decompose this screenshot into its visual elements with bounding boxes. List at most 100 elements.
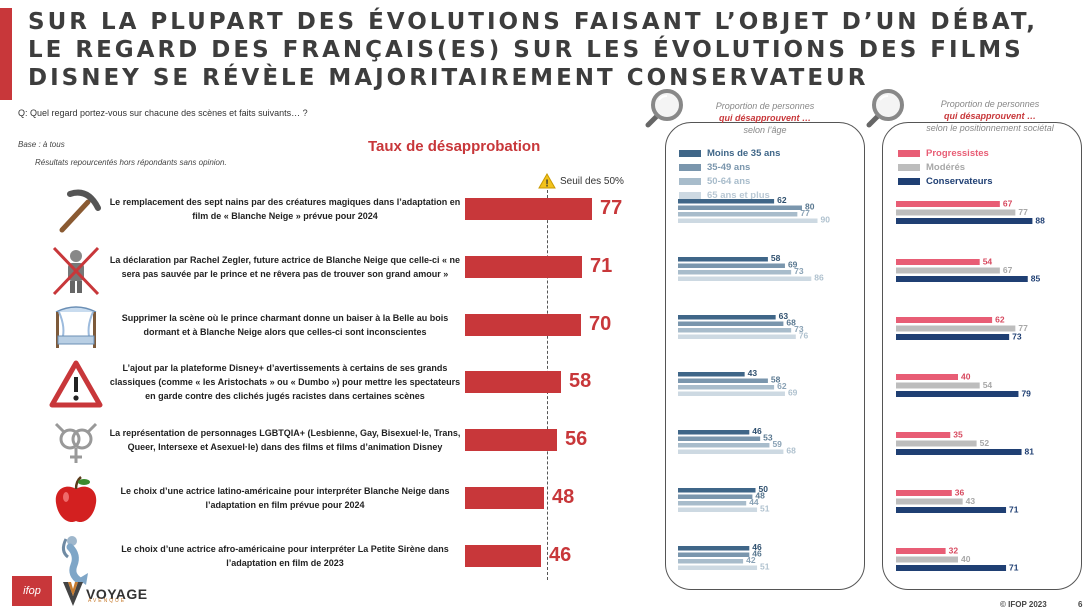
legend-label: Moins de 35 ans — [707, 147, 781, 159]
bar — [896, 391, 1019, 397]
legend-item: Progressistes — [898, 146, 993, 160]
data-label: 43 — [748, 368, 758, 378]
chart-row: Le choix d’une actrice latino-américaine… — [0, 472, 640, 530]
gender-symbols-icon — [48, 415, 104, 471]
data-label: 62 — [995, 315, 1005, 325]
legend-item: Conservateurs — [898, 174, 993, 188]
apple-icon — [48, 473, 104, 529]
data-label: 40 — [961, 554, 971, 564]
data-label: 51 — [760, 562, 770, 572]
bar — [678, 372, 745, 377]
warning-triangle-icon: ! — [538, 173, 556, 189]
page-number: 6 — [1078, 600, 1083, 609]
bar — [896, 218, 1033, 224]
data-label: 77 — [800, 208, 810, 218]
data-label: 86 — [814, 273, 824, 283]
title-line-2: LE REGARD DES FRANÇAIS(ES) SUR LES ÉVOLU… — [28, 37, 1024, 63]
data-label: 70 — [589, 313, 612, 335]
threshold-label-text: Seuil des 50% — [560, 175, 624, 187]
legend-swatch — [898, 149, 920, 157]
data-label: 85 — [1031, 274, 1041, 284]
bar — [678, 199, 775, 204]
legend-swatch — [898, 163, 920, 171]
data-label: 48 — [755, 491, 765, 501]
bar — [465, 371, 561, 393]
societal-chart: 6777885467856277734054793552813643713240… — [896, 199, 1045, 573]
data-label: 51 — [760, 504, 770, 514]
societal-caption-line-1: Proportion de personnes — [940, 99, 1040, 109]
category-label: La déclaration par Rachel Zegler, future… — [109, 255, 461, 279]
bar — [896, 449, 1022, 455]
data-label: 73 — [1012, 332, 1022, 342]
bar — [678, 334, 796, 339]
data-label: 46 — [752, 549, 762, 559]
sample-base: Base : à tous — [18, 140, 65, 149]
data-label: 80 — [805, 202, 815, 212]
data-label: 68 — [786, 446, 796, 456]
data-label: 77 — [1018, 323, 1028, 333]
data-label: 42 — [746, 555, 756, 565]
bar — [678, 385, 775, 390]
bar — [465, 256, 582, 278]
legend-item: Modérés — [898, 160, 993, 174]
survey-question: Q: Quel regard portez-vous sur chacune d… — [18, 108, 308, 118]
category-label: Le choix d’une actrice latino-américaine… — [120, 486, 450, 510]
data-label: 40 — [961, 372, 971, 382]
data-label: 79 — [1021, 389, 1031, 399]
bar — [896, 267, 1000, 274]
bar — [678, 257, 768, 262]
data-label: 77 — [1018, 207, 1028, 217]
data-label: 88 — [1035, 216, 1045, 226]
title-line-1: SUR LA PLUPART DES ÉVOLUTIONS FAISANT L’… — [28, 9, 1039, 35]
legend-label: 65 ans et plus — [707, 189, 770, 201]
legend-label: 35-49 ans — [707, 161, 751, 173]
data-label: 76 — [799, 331, 809, 341]
chart-row: Supprimer la scène où le prince charmant… — [0, 299, 640, 357]
bar — [678, 315, 776, 320]
legend-label: Modérés — [926, 161, 966, 173]
svg-text:!: ! — [545, 179, 548, 190]
category-label: Le remplacement des sept nains par des c… — [109, 197, 461, 221]
age-panel-caption: Proportion de personnes qui désapprouven… — [690, 100, 840, 136]
data-label: 56 — [565, 428, 588, 450]
page-title: SUR LA PLUPART DES ÉVOLUTIONS FAISANT L’… — [28, 8, 1039, 92]
bar — [678, 449, 784, 454]
bar — [465, 429, 557, 451]
legend-item: 65 ans et plus — [679, 188, 780, 202]
data-label: 59 — [772, 439, 782, 449]
bar — [896, 432, 951, 438]
bar — [896, 548, 946, 554]
data-label: 62 — [777, 381, 787, 391]
data-label: 46 — [549, 544, 572, 566]
data-label: 50 — [759, 484, 769, 494]
bar — [678, 263, 785, 268]
data-label: 67 — [1003, 265, 1013, 275]
bar — [896, 201, 1000, 207]
title-line-3: DISNEY SE RÉVÈLE MAJORITAIREMENT CONSERV… — [28, 65, 869, 91]
data-label: 69 — [788, 260, 798, 270]
bar — [678, 565, 758, 570]
data-label: 58 — [771, 375, 781, 385]
bar — [465, 545, 541, 567]
societal-panel — [882, 122, 1082, 590]
data-label: 54 — [983, 257, 993, 267]
data-label: 62 — [777, 195, 787, 205]
bar — [678, 494, 753, 499]
title-accent-bar — [0, 8, 12, 100]
data-label: 46 — [752, 426, 762, 436]
category-label: Le choix d’une actrice afro-américaine p… — [121, 544, 449, 568]
legend-item: 35-49 ans — [679, 160, 780, 174]
bar — [896, 507, 1007, 513]
bar — [678, 436, 761, 441]
age-panel — [665, 122, 865, 590]
bar — [896, 325, 1016, 332]
voyage-logo-text: VOYAGE — [86, 586, 148, 602]
bar — [678, 443, 770, 448]
data-label: 48 — [552, 486, 575, 508]
bar — [896, 374, 958, 380]
bar — [678, 378, 768, 383]
data-label: 69 — [788, 388, 798, 398]
legend-item: Moins de 35 ans — [679, 146, 780, 160]
bar — [678, 507, 758, 512]
bar — [896, 382, 980, 389]
